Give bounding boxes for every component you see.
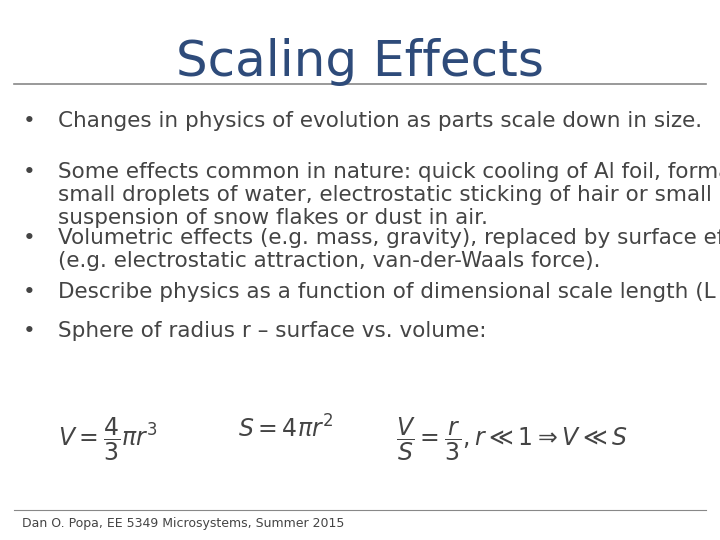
Text: •: •	[22, 321, 35, 341]
Text: •: •	[22, 282, 35, 302]
Text: •: •	[22, 111, 35, 131]
Text: •: •	[22, 228, 35, 248]
Text: •: •	[22, 162, 35, 182]
Text: Dan O. Popa, EE 5349 Microsystems, Summer 2015: Dan O. Popa, EE 5349 Microsystems, Summe…	[22, 517, 344, 530]
Text: Scaling Effects: Scaling Effects	[176, 38, 544, 86]
Text: $S = 4\pi r^{2}$: $S = 4\pi r^{2}$	[238, 416, 333, 443]
Text: Changes in physics of evolution as parts scale down in size.: Changes in physics of evolution as parts…	[58, 111, 702, 131]
Text: Some effects common in nature: quick cooling of Al foil, formation of
small drop: Some effects common in nature: quick coo…	[58, 162, 720, 228]
Text: $\dfrac{V}{S} = \dfrac{r}{3}, r \ll 1 \Rightarrow V \ll S$: $\dfrac{V}{S} = \dfrac{r}{3}, r \ll 1 \R…	[396, 416, 629, 463]
Text: $V = \dfrac{4}{3}\pi r^{3}$: $V = \dfrac{4}{3}\pi r^{3}$	[58, 416, 157, 463]
Text: Describe physics as a function of dimensional scale length (L or D).: Describe physics as a function of dimens…	[58, 282, 720, 302]
Text: Sphere of radius r – surface vs. volume:: Sphere of radius r – surface vs. volume:	[58, 321, 486, 341]
Text: Volumetric effects (e.g. mass, gravity), replaced by surface effects
(e.g. elect: Volumetric effects (e.g. mass, gravity),…	[58, 228, 720, 271]
